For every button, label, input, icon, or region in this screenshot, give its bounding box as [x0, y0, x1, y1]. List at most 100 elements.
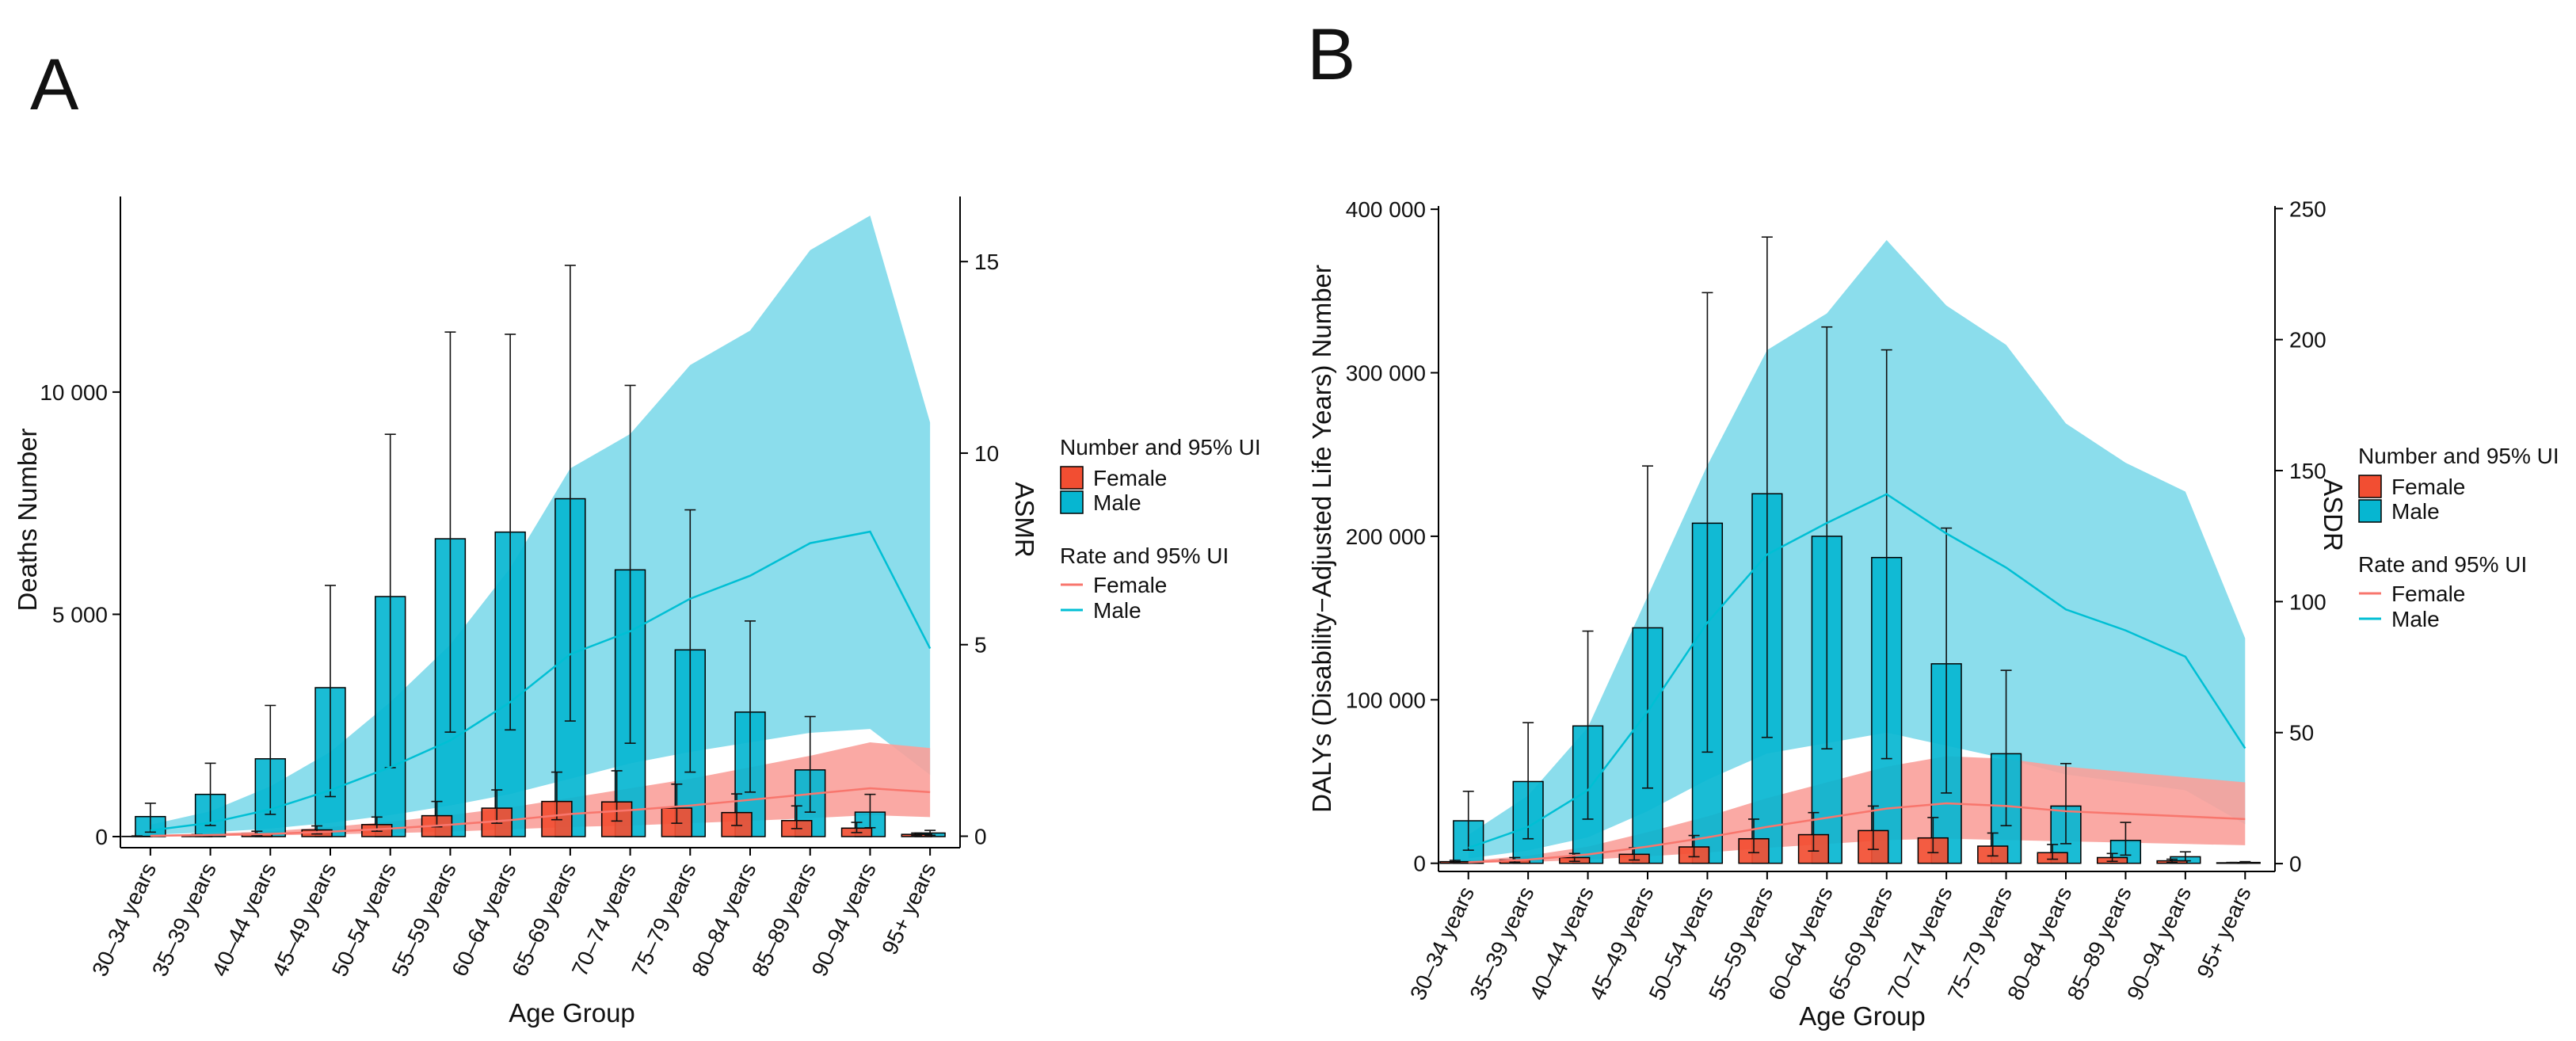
y-right-tick-label: 50 — [2289, 721, 2314, 745]
error-bar-male-11 — [804, 715, 816, 813]
error-bar-female-7 — [551, 771, 562, 821]
y-axis-title-b: DALYs (Disability−Adjusted Life Years) N… — [1307, 265, 1336, 813]
rate-bands-a — [150, 215, 931, 837]
error-bar-female-12 — [2166, 858, 2178, 864]
error-bar-female-9 — [671, 783, 683, 824]
y-right-tick-label: 0 — [2289, 852, 2302, 876]
error-bar-male-13 — [2239, 860, 2251, 864]
error-bar-male-5 — [1761, 236, 1773, 738]
y-axis-title-a: Deaths Number — [13, 428, 42, 611]
error-bar-male-0 — [144, 803, 156, 833]
error-bar-male-3 — [325, 585, 336, 798]
error-bar-male-13 — [924, 829, 936, 837]
y-tick-label: 5 000 — [52, 602, 108, 627]
error-bar-male-2 — [265, 704, 276, 815]
y-tick-label: 400 000 — [1346, 197, 1426, 222]
error-bar-female-9 — [1987, 832, 1999, 857]
error-bars-b — [1449, 236, 2251, 864]
error-bar-male-0 — [1462, 791, 1474, 851]
error-bar-male-4 — [1701, 292, 1713, 753]
error-bar-female-8 — [611, 770, 623, 822]
error-bars-a — [131, 265, 936, 837]
error-bar-male-8 — [624, 384, 636, 744]
rate-lines-b — [1468, 493, 2246, 864]
legend-label-female-rate-b: Female — [2391, 582, 2465, 606]
y-right-tick-label: 100 — [2289, 589, 2326, 614]
x-axis-title-a: Age Group — [509, 998, 635, 1028]
y-right-tick-label: 150 — [2289, 459, 2326, 483]
legend-label-male-bar-b: Male — [2391, 499, 2440, 524]
error-bar-male-8 — [1941, 527, 1953, 794]
y-tick-label: 100 000 — [1346, 688, 1426, 712]
error-bar-female-10 — [731, 793, 743, 826]
bar-male-9 — [1990, 753, 2022, 864]
error-bar-male-3 — [1642, 465, 1653, 789]
y-right-tick-label: 10 — [974, 441, 999, 466]
y-tick-label: 300 000 — [1346, 361, 1426, 386]
legend-title-number-a: Number and 95% UI — [1060, 435, 1261, 459]
error-bar-female-5 — [431, 800, 443, 828]
error-bar-female-8 — [1927, 817, 1939, 854]
error-bar-male-1 — [204, 762, 216, 826]
error-bar-male-6 — [1821, 326, 1833, 750]
legend-b: Number and 95% UI Female Male Rate and 9… — [2358, 444, 2559, 631]
legend-swatch-female-bar-b — [2358, 475, 2382, 498]
legend-title-rate-a: Rate and 95% UI — [1060, 543, 1229, 568]
legend-label-female-bar-a: Female — [1093, 466, 1167, 490]
error-bar-male-7 — [564, 265, 576, 722]
y-axis-right-title-a: ASMR — [1010, 482, 1039, 557]
legend-swatch-female-bar-a — [1060, 466, 1084, 490]
error-bar-female-0 — [131, 835, 143, 837]
legend-swatch-male-bar-a — [1060, 490, 1084, 514]
error-bar-male-6 — [505, 334, 516, 731]
male-rate-band — [150, 215, 931, 835]
error-bar-male-9 — [684, 509, 696, 773]
error-bar-male-11 — [2120, 822, 2132, 856]
legend-title-rate-b: Rate and 95% UI — [2358, 552, 2527, 577]
error-bar-female-11 — [2106, 852, 2118, 863]
y-right-tick-label: 250 — [2289, 196, 2326, 221]
legend-a: Number and 95% UI Female Male Rate and 9… — [1060, 435, 1261, 623]
rate-lines-a — [150, 530, 932, 837]
error-bar-female-11 — [791, 805, 802, 829]
y-right-tick-label: 200 — [2289, 328, 2326, 353]
y-right-tick-label: 15 — [974, 250, 999, 274]
legend-label-male-rate-a: Male — [1093, 598, 1141, 623]
x-axis-title-b: Age Group — [1799, 1001, 1926, 1031]
male-rate-line — [1468, 493, 2246, 849]
y-axis-right-title-b: ASDR — [2319, 479, 2348, 551]
error-bar-male-7 — [1881, 349, 1892, 760]
error-bar-male-9 — [2000, 669, 2012, 827]
error-bar-female-6 — [491, 789, 503, 824]
y-tick-label: 10 000 — [40, 380, 108, 405]
x-tick-label: 90–94 years — [807, 859, 881, 980]
panel-label-a: A — [30, 44, 79, 125]
legend-label-male-rate-b: Male — [2391, 607, 2440, 631]
x-tick-label: 95+ years — [877, 859, 940, 958]
y-tick-label: 0 — [95, 825, 108, 849]
error-bar-male-2 — [1582, 630, 1594, 820]
error-bar-female-10 — [2047, 844, 2059, 860]
y-tick-label: 200 000 — [1346, 524, 1426, 549]
y-right-tick-label: 0 — [974, 824, 987, 848]
x-tick-label: 90–94 years — [2122, 883, 2196, 1004]
error-bar-female-13 — [911, 832, 923, 837]
female-rate-line — [1468, 802, 2246, 864]
error-bar-male-1 — [1522, 722, 1534, 840]
x-tick-label: 95+ years — [2192, 883, 2255, 982]
legend-swatch-male-bar-b — [2358, 499, 2382, 523]
panel-b: B 0 100 000 200 000 300 000 400 000 0 50 100 150… — [1307, 14, 2559, 1031]
y-tick-label: 0 — [1413, 852, 1426, 876]
error-bar-female-13 — [2226, 861, 2238, 864]
female-rate-line — [150, 787, 931, 837]
error-bar-male-5 — [444, 331, 456, 733]
error-bar-male-12 — [864, 793, 876, 829]
error-bar-male-10 — [745, 620, 756, 793]
legend-label-male-bar-a: Male — [1093, 490, 1141, 515]
male-rate-line — [150, 530, 932, 832]
error-bar-female-7 — [1867, 805, 1879, 850]
legend-label-female-bar-b: Female — [2391, 475, 2465, 499]
panel-label-b: B — [1307, 14, 1355, 95]
